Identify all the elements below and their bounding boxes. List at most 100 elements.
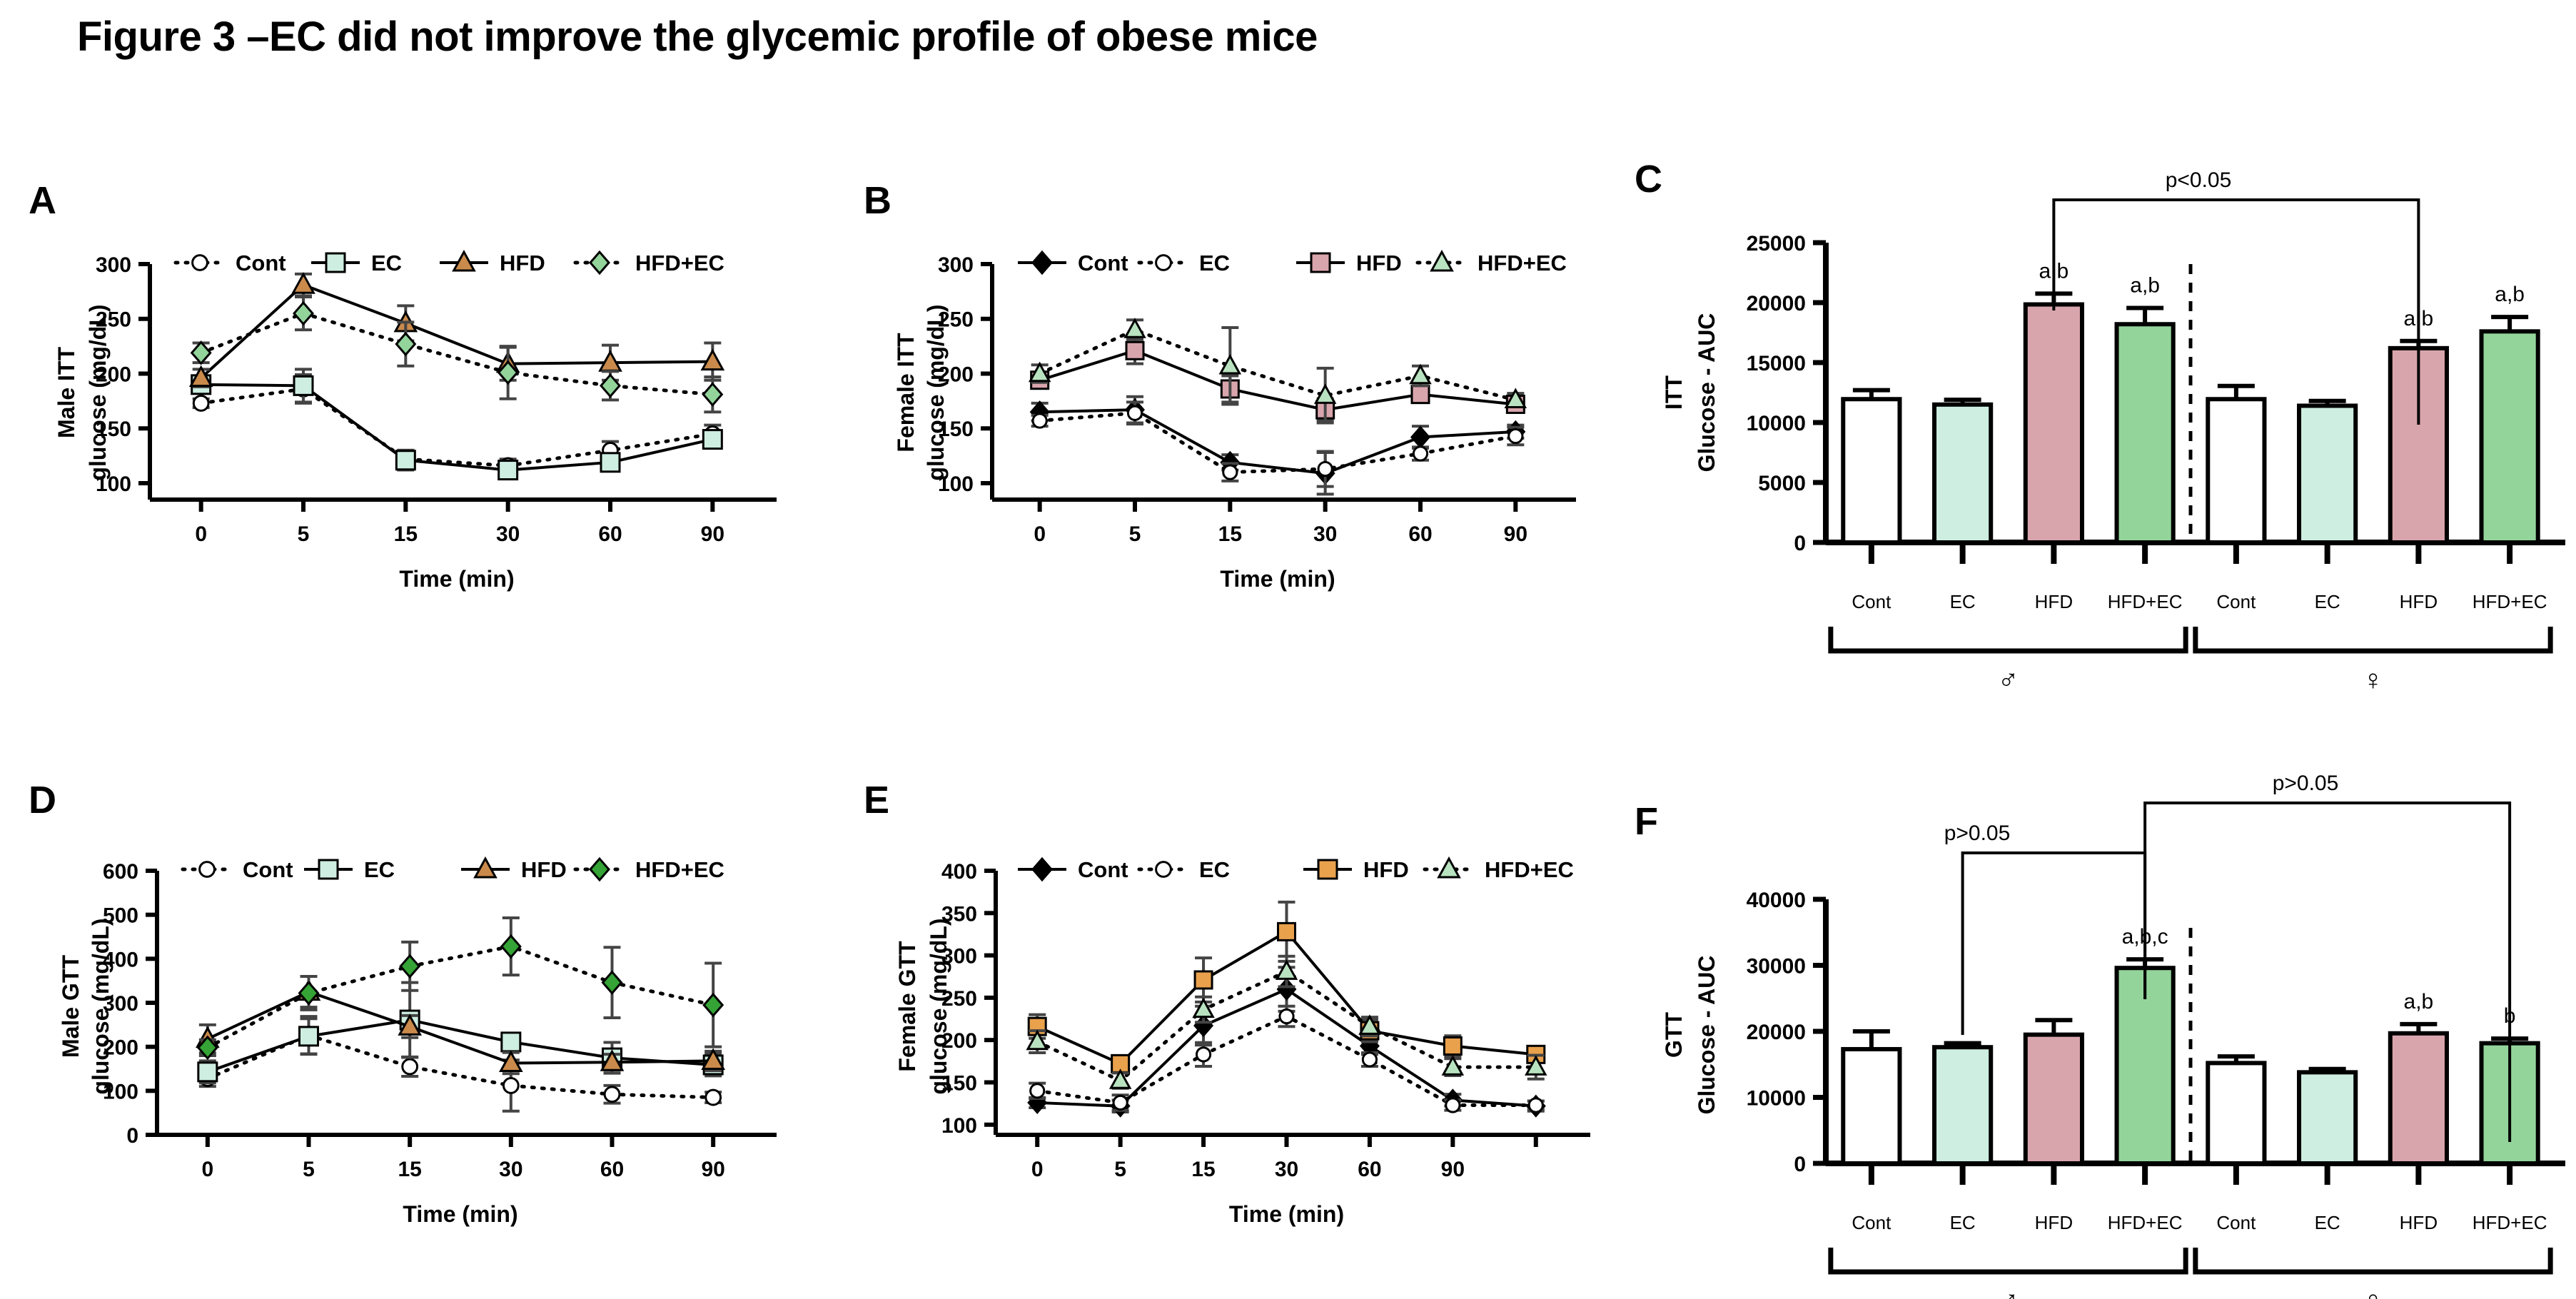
legend-label-HFD: HFD (521, 857, 567, 882)
series-line-HFD (1039, 349, 1516, 412)
data-point-HFD+EC (1441, 1055, 1465, 1076)
x-tick-label: 0 (201, 1158, 213, 1181)
y-tick-label: 0 (1794, 1153, 1806, 1176)
panel-b-female-itt: B 100 150 200 250 300 0 5 15 30 60 90 Female ITT glu… (864, 178, 1627, 621)
data-point-HFD (1125, 340, 1145, 360)
group-bracket (2193, 1248, 2553, 1275)
panel-letter-c: C (1635, 158, 1662, 201)
y-tick-label: 100 (96, 472, 131, 496)
legend-B: Cont EC HFD HFD+EC (1018, 249, 1567, 276)
data-point-HFD+EC (601, 970, 623, 995)
y-axis-title-line1: Male ITT (54, 347, 79, 438)
legend-label-EC: EC (1199, 857, 1230, 882)
significance-label: a,b (2130, 274, 2160, 298)
data-point-Cont (603, 1086, 621, 1103)
legend-label-HFD+EC: HFD+EC (1478, 251, 1567, 276)
panel-letter-d: D (29, 779, 56, 822)
panel-letter-e: E (864, 779, 890, 822)
data-point-EC (1278, 1008, 1295, 1025)
plot-area-D: 0 100 200 300 400 500 600 0 5 15 30 60 90 Male GTT glu… (58, 860, 777, 1227)
x-axis-title: Time (min) (399, 566, 514, 592)
male-symbol: ♂ (1998, 1285, 2019, 1299)
group-bracket (1828, 1248, 2188, 1275)
x-category-label: HFD+EC (2108, 1212, 2183, 1233)
data-point-EC (1222, 464, 1238, 480)
x-category-label: Cont (2216, 1212, 2256, 1233)
legend-label-EC: EC (371, 251, 402, 276)
legend-label-Cont: Cont (243, 857, 293, 882)
significance-label: a,b (2495, 283, 2525, 306)
series-line-HFD+EC (206, 944, 715, 1050)
significance-label: a,b (2404, 990, 2434, 1014)
series-line-HFD (206, 990, 714, 1065)
female-symbol: ♀ (2363, 664, 2384, 696)
x-tick-label: 60 (1408, 522, 1432, 546)
y-tick-label: 20000 (1747, 292, 1806, 315)
data-point-HFD+EC (395, 331, 417, 357)
x-tick-label: 5 (303, 1158, 315, 1181)
y-tick-label: 300 (96, 253, 131, 277)
x-category-label: Cont (1852, 1212, 1891, 1233)
x-axis-title: Time (min) (1220, 566, 1335, 592)
bar-HFD+EC (2114, 322, 2176, 545)
data-point-HFD+EC (600, 373, 621, 398)
bar-Cont (2206, 397, 2267, 545)
y-tick-label: 100 (103, 1080, 138, 1103)
x-category-label: HFD (2400, 1212, 2438, 1233)
data-point-HFD+EC (1218, 353, 1242, 375)
plot-area-B: 100 150 200 250 300 0 5 15 30 60 90 Female ITT gluco… (893, 253, 1576, 592)
data-point-EC (1527, 1097, 1544, 1113)
x-tick-label: 90 (701, 1158, 724, 1181)
data-point-HFD+EC (1275, 959, 1298, 980)
data-point-EC (293, 375, 314, 396)
data-point-HFD (700, 348, 725, 371)
y-tick-label: 30000 (1747, 955, 1806, 979)
significance-bracket (2143, 802, 2512, 1142)
x-tick-label: 5 (298, 522, 310, 546)
chart-e-svg: 100 150 200 250 300 350 400 0 5 15 30 60 90 Female GT… (894, 856, 1590, 1227)
x-category-label: EC (1950, 1212, 1976, 1233)
legend-marker-HFD+EC (1437, 856, 1461, 879)
data-point-EC (1361, 1051, 1378, 1068)
group-bracket (1828, 627, 2188, 654)
legend-marker-EC (325, 252, 346, 273)
chart-c-svg: 0 5000 10000 15000 20000 25000 ITT Glucose - AU… (1661, 168, 2565, 696)
x-category-label: HFD+EC (2108, 591, 2183, 612)
bar-HFD+EC (2114, 966, 2176, 1166)
y-tick-label: 15000 (1747, 352, 1806, 375)
y-tick-label: 150 (96, 418, 131, 441)
data-point-HFD+EC (1525, 1055, 1547, 1076)
y-tick-label: 0 (1794, 532, 1806, 555)
y-axis-title-line1: Female ITT (893, 333, 919, 453)
data-point-HFD+EC (1123, 318, 1146, 338)
data-point-EC (702, 429, 723, 450)
y-tick-label: 5000 (1758, 472, 1806, 495)
legend-marker-HFD+EC (589, 856, 610, 882)
data-point-HFD (1410, 385, 1430, 405)
bar-HFD (2388, 1031, 2449, 1166)
y-tick-label: 100 (938, 472, 974, 496)
x-tick-label: 15 (398, 1158, 421, 1181)
x-tick-label: 30 (1313, 522, 1337, 546)
x-tick-label: 30 (496, 522, 520, 546)
x-tick-label: 5 (1129, 522, 1141, 546)
legend-D: Cont EC HFD HFD+EC (181, 856, 724, 882)
female-symbol: ♀ (2363, 1285, 2384, 1299)
y-axis-title-line1: Male GTT (58, 955, 84, 1058)
y-axis-title-line2: Glucose - AUC (1694, 313, 1719, 472)
legend-label-HFD: HFD (1356, 251, 1402, 276)
legend-label-Cont: Cont (1078, 251, 1128, 276)
legend-marker-Cont (1031, 250, 1053, 276)
data-point-HFD+EC (702, 382, 724, 407)
x-tick-label: 0 (1031, 1158, 1044, 1181)
page-title: Figure 3 –EC did not improve the glycemi… (77, 14, 1318, 60)
legend-E: Cont EC HFD HFD+EC (1018, 856, 1574, 882)
data-point-HFD+EC (1409, 363, 1432, 385)
data-point-Cont (1410, 425, 1430, 449)
y-tick-label: 200 (103, 1036, 138, 1060)
x-tick-label: 90 (1504, 522, 1527, 546)
legend-marker-HFD+EC (1430, 249, 1454, 272)
bar-Cont (2206, 1061, 2267, 1166)
data-point-HFD+EC (1108, 1068, 1132, 1089)
data-point-HFD+EC (1358, 1014, 1381, 1035)
